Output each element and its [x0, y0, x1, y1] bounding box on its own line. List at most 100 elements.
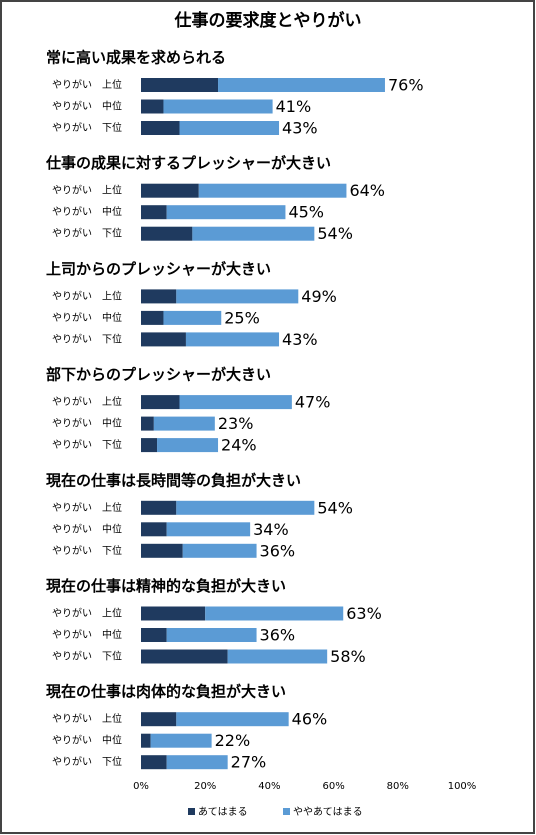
chart-title: 仕事の要求度とやりがい — [174, 10, 362, 31]
y-tick-label: やりがい 下位 — [52, 438, 122, 451]
bar — [176, 500, 315, 515]
x-tick-label: 80% — [387, 781, 409, 792]
bar — [166, 628, 257, 642]
value-label: 43% — [282, 119, 318, 138]
y-tick-label: やりがい 下位 — [52, 755, 122, 768]
group-title: 現在の仕事は長時間等の負担が大きい — [46, 471, 301, 489]
bar — [218, 78, 385, 92]
x-tick-label: 60% — [322, 781, 344, 792]
value-label: 27% — [231, 753, 267, 772]
value-label: 41% — [276, 97, 312, 116]
y-tick-label: やりがい 下位 — [52, 121, 122, 134]
bar — [205, 606, 344, 621]
y-tick-label: やりがい 上位 — [52, 607, 122, 620]
y-tick-label: やりがい 中位 — [52, 734, 122, 747]
value-label: 54% — [317, 224, 353, 243]
bar — [141, 289, 177, 304]
bar — [185, 332, 280, 347]
bar — [163, 99, 273, 114]
y-tick-label: やりがい 中位 — [52, 311, 122, 324]
group-title: 仕事の成果に対するプレッシャーが大きい — [45, 154, 331, 172]
bar — [141, 205, 167, 220]
bar — [227, 649, 328, 664]
bar — [141, 183, 199, 198]
value-label: 63% — [346, 604, 382, 623]
value-label: 22% — [215, 731, 251, 750]
legend-swatch — [188, 808, 195, 815]
y-tick-label: やりがい 上位 — [52, 395, 122, 408]
bar — [153, 416, 215, 431]
y-tick-label: やりがい 中位 — [52, 522, 122, 535]
bar — [141, 712, 177, 727]
y-tick-label: やりがい 上位 — [52, 501, 122, 514]
y-tick-label: やりがい 中位 — [52, 205, 122, 218]
bar — [141, 500, 177, 515]
bar — [141, 543, 183, 558]
x-tick-label: 100% — [448, 781, 477, 792]
bar — [141, 606, 206, 621]
bar — [150, 733, 212, 748]
y-tick-label: やりがい 下位 — [52, 544, 122, 557]
x-tick-label: 20% — [194, 781, 216, 792]
x-tick-label: 0% — [133, 781, 149, 792]
y-tick-label: やりがい 上位 — [52, 184, 122, 197]
y-tick-label: やりがい 上位 — [52, 712, 122, 725]
bar — [182, 543, 257, 558]
group-title: 現在の仕事は精神的な負担が大きい — [46, 577, 286, 595]
bar — [179, 121, 280, 135]
bar — [141, 332, 186, 347]
bar — [179, 395, 292, 410]
bar — [141, 755, 167, 770]
value-label: 36% — [260, 626, 296, 645]
y-tick-label: やりがい 下位 — [52, 332, 122, 345]
bar — [141, 395, 180, 410]
group-title: 部下からのプレッシャーが大きい — [46, 366, 271, 384]
y-tick-label: やりがい 上位 — [52, 78, 122, 91]
value-label: 25% — [224, 308, 260, 327]
value-label: 36% — [260, 541, 296, 560]
x-tick-label: 40% — [258, 781, 280, 792]
value-label: 58% — [330, 647, 366, 666]
value-label: 23% — [218, 414, 254, 433]
bar — [141, 121, 180, 135]
group-title: 常に高い成果を求められる — [46, 49, 226, 67]
value-label: 46% — [292, 710, 328, 729]
legend-swatch — [283, 808, 290, 815]
bar — [141, 733, 151, 748]
y-tick-label: やりがい 下位 — [52, 650, 122, 663]
legend-label: あてはまる — [198, 806, 248, 818]
bar — [141, 522, 167, 537]
group-title: 上司からのプレッシャーが大きい — [46, 260, 271, 278]
bar — [141, 628, 167, 642]
bar — [176, 289, 299, 304]
bar — [166, 755, 228, 770]
bar — [141, 78, 219, 92]
bar — [141, 416, 154, 431]
value-label: 34% — [253, 520, 289, 539]
bar — [141, 438, 158, 453]
bar — [163, 310, 222, 325]
value-label: 24% — [221, 436, 257, 455]
group-title: 現在の仕事は肉体的な負担が大きい — [46, 683, 286, 701]
bar — [166, 522, 251, 537]
bar — [166, 205, 286, 220]
value-label: 76% — [388, 76, 424, 95]
value-label: 49% — [301, 287, 337, 306]
y-tick-label: やりがい 中位 — [52, 628, 122, 641]
bar — [141, 649, 228, 664]
value-label: 64% — [349, 181, 385, 200]
bar — [176, 712, 289, 727]
y-tick-label: やりがい 上位 — [52, 289, 122, 302]
bar — [198, 183, 347, 198]
bar — [141, 310, 164, 325]
bar — [157, 438, 219, 453]
value-label: 47% — [295, 393, 331, 412]
y-tick-label: やりがい 下位 — [52, 227, 122, 240]
y-tick-label: やりがい 中位 — [52, 100, 122, 113]
value-label: 43% — [282, 330, 318, 349]
value-label: 45% — [288, 203, 324, 222]
y-tick-label: やりがい 中位 — [52, 417, 122, 430]
bar — [141, 99, 164, 114]
bar — [141, 226, 193, 241]
